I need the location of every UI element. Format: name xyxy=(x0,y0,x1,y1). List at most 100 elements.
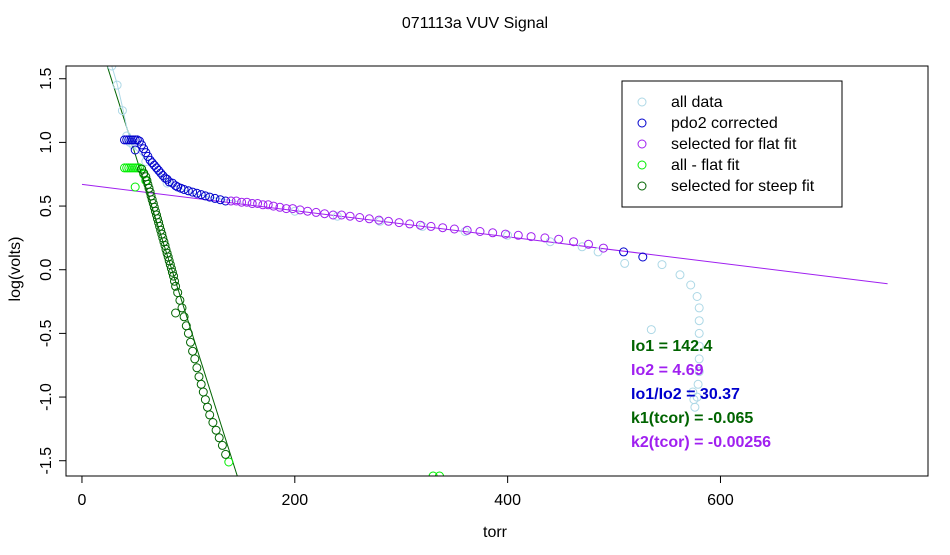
data-point xyxy=(355,213,365,222)
fit-result-text: k2(tcor) = -0.00256 xyxy=(631,434,771,451)
y-tick-label: 1.0 xyxy=(38,131,55,153)
data-point xyxy=(462,225,472,235)
data-point xyxy=(130,135,140,145)
data-point xyxy=(192,188,202,198)
legend-label: selected for flat fit xyxy=(671,136,797,153)
data-point xyxy=(657,260,667,270)
data-point xyxy=(435,471,444,476)
data-point xyxy=(167,267,177,277)
data-point xyxy=(208,418,218,427)
data-point xyxy=(619,247,629,257)
data-point xyxy=(694,316,704,326)
data-point xyxy=(215,195,225,205)
data-point xyxy=(192,363,202,373)
data-point xyxy=(375,216,385,226)
data-point xyxy=(177,303,187,313)
legend-box xyxy=(621,80,843,208)
data-point xyxy=(694,354,704,364)
data-point xyxy=(128,163,138,173)
y-tick-label: 0.5 xyxy=(38,195,55,217)
data-point xyxy=(405,219,415,229)
series-5 xyxy=(137,164,231,459)
y-tick-label: -1.5 xyxy=(38,447,55,475)
data-point xyxy=(584,239,593,249)
legend-marker xyxy=(637,97,647,107)
data-point xyxy=(501,229,510,239)
legend-marker xyxy=(637,118,647,128)
data-point xyxy=(237,197,247,207)
data-point xyxy=(428,471,438,476)
data-points xyxy=(107,66,704,476)
data-point xyxy=(415,220,425,230)
data-point xyxy=(130,182,140,192)
legend: all data pdo2 corrected selected for flat … xyxy=(621,80,843,208)
legend-marker xyxy=(637,139,647,149)
series-2 xyxy=(120,135,648,262)
data-point xyxy=(281,204,291,214)
data-point xyxy=(275,202,285,212)
x-tick-label: 600 xyxy=(707,492,734,509)
data-point xyxy=(210,193,220,203)
data-point xyxy=(694,341,704,351)
data-point xyxy=(128,135,138,145)
data-point xyxy=(449,224,459,234)
data-point xyxy=(242,197,252,207)
data-point xyxy=(183,186,193,196)
data-point xyxy=(170,276,179,286)
data-point xyxy=(171,308,181,318)
y-tick-label: 0.0 xyxy=(38,259,55,281)
data-point xyxy=(269,201,278,211)
data-point xyxy=(126,135,136,145)
x-axis-label: torr xyxy=(483,524,508,541)
data-point xyxy=(221,196,231,206)
data-point xyxy=(130,163,140,173)
data-point xyxy=(320,209,330,219)
y-tick-label: 1.5 xyxy=(38,68,55,90)
fit-results: Io1 = 142.4 Io2 = 4.69 Io1/Io2 = 30.37 k1(t… xyxy=(631,338,771,451)
legend-label: all data xyxy=(671,94,723,111)
data-point xyxy=(290,206,300,216)
data-point xyxy=(694,328,704,338)
data-point xyxy=(258,200,268,210)
data-point xyxy=(577,242,587,252)
data-point xyxy=(205,192,215,202)
x-tick-label: 0 xyxy=(78,492,87,509)
data-point xyxy=(224,457,234,467)
data-point xyxy=(688,387,698,397)
data-point xyxy=(214,433,224,443)
y-tick-label: -1.0 xyxy=(38,383,55,411)
data-point xyxy=(475,227,485,236)
data-point xyxy=(311,207,321,217)
data-point xyxy=(196,190,206,200)
data-point xyxy=(253,199,263,208)
data-point xyxy=(488,228,498,238)
data-point xyxy=(540,233,550,243)
chart-title: 071113a VUV Signal xyxy=(402,15,548,32)
fit-result-text: Io1/Io2 = 30.37 xyxy=(631,386,740,403)
y-axis-label: log(volts) xyxy=(7,237,24,302)
data-point xyxy=(394,218,404,228)
data-point xyxy=(438,223,448,233)
x-axis: 0 200 400 600 xyxy=(78,475,734,509)
legend-marker xyxy=(637,160,647,170)
data-point xyxy=(345,211,355,221)
data-point xyxy=(132,163,142,173)
data-point xyxy=(183,328,193,338)
series-3 xyxy=(226,196,608,253)
data-point xyxy=(503,230,513,240)
fit-result-text: Io2 = 4.69 xyxy=(631,362,704,379)
data-point xyxy=(554,234,564,244)
data-point xyxy=(620,258,630,268)
data-point xyxy=(460,227,470,236)
y-axis: -1.5 -1.0 -0.5 0.0 0.5 1.0 1.5 xyxy=(38,68,67,475)
data-point xyxy=(526,232,536,242)
data-point xyxy=(694,367,704,377)
data-point xyxy=(263,200,273,210)
data-point xyxy=(221,449,231,459)
data-point xyxy=(112,80,122,90)
y-tick-label: -0.5 xyxy=(38,320,55,348)
x-tick-label: 400 xyxy=(494,492,521,509)
data-point xyxy=(217,440,227,450)
